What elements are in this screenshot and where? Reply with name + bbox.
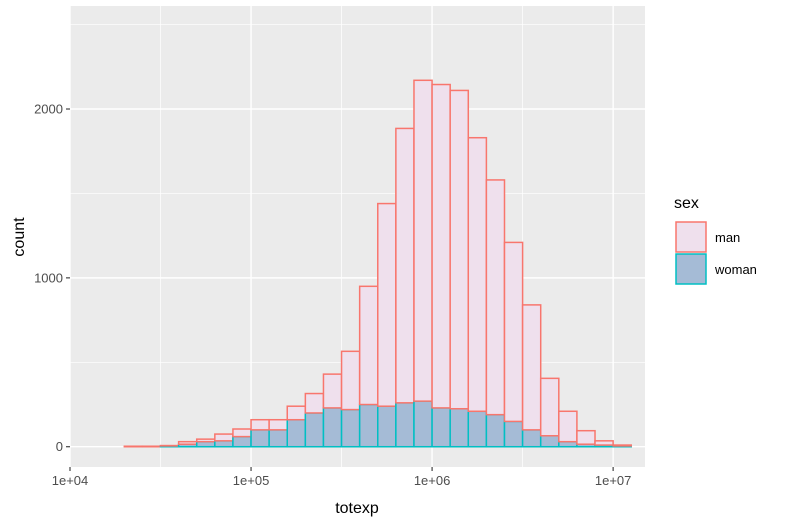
bar-man — [177, 440, 198, 445]
bar-woman — [485, 413, 506, 448]
y-axis: 0 1000 2000 — [34, 102, 70, 454]
bar-man — [431, 83, 451, 409]
bar-man — [539, 377, 560, 437]
x-tick-label: 1e+04 — [52, 473, 89, 488]
bar-woman — [340, 408, 361, 448]
legend-title: sex — [674, 195, 699, 212]
bar-man — [449, 89, 470, 410]
bar-woman — [250, 429, 270, 448]
legend-label-woman: woman — [714, 262, 757, 277]
bar-man — [123, 445, 144, 448]
y-axis-title: count — [11, 217, 28, 257]
bar-man — [521, 304, 542, 431]
bar-woman — [268, 429, 288, 448]
x-tick-label: 1e+06 — [414, 473, 451, 488]
bar-woman — [232, 435, 252, 448]
bar-man — [377, 202, 397, 407]
bar-man — [358, 285, 379, 406]
bar-man — [268, 418, 288, 431]
bar-woman — [286, 418, 307, 448]
bar-man — [286, 405, 307, 421]
bar-man — [232, 428, 252, 438]
bar-man — [503, 241, 524, 423]
legend-key-man — [675, 221, 707, 253]
bar-man — [340, 350, 361, 411]
bar-man — [214, 433, 234, 442]
bar-woman — [539, 435, 560, 448]
bar-man — [594, 440, 614, 446]
legend-key-woman — [675, 253, 707, 285]
bar-woman — [467, 410, 488, 448]
bar-woman — [377, 405, 397, 448]
bar-woman — [431, 407, 451, 448]
y-tick-label: 0 — [56, 439, 63, 454]
bar-man — [612, 444, 632, 447]
bar-woman — [322, 407, 343, 448]
bar-man — [395, 127, 415, 404]
bar-man — [467, 136, 488, 413]
x-tick-label: 1e+05 — [233, 473, 270, 488]
legend: sex man woman — [674, 195, 757, 285]
bar-woman — [521, 429, 542, 448]
bar-woman — [413, 400, 433, 448]
y-tick-label: 1000 — [34, 270, 63, 285]
bar-woman — [304, 412, 325, 448]
bar-woman — [395, 402, 415, 448]
bar-woman — [558, 440, 578, 448]
bar-man — [304, 392, 325, 414]
bar-woman — [195, 440, 216, 448]
bar-woman — [503, 420, 524, 448]
bar-man — [576, 429, 596, 445]
bar-man — [141, 445, 162, 448]
histogram-bars — [123, 79, 632, 448]
bar-man — [195, 438, 216, 443]
bar-man — [413, 79, 433, 402]
x-axis: 1e+04 1e+05 1e+06 1e+07 — [52, 467, 632, 488]
bar-woman — [214, 440, 234, 448]
bar-man — [250, 418, 270, 431]
x-tick-label: 1e+07 — [595, 473, 632, 488]
bar-woman — [358, 403, 379, 448]
bar-man — [322, 373, 343, 409]
x-axis-title: totexp — [335, 500, 379, 517]
legend-label-man: man — [715, 230, 740, 245]
bar-man — [485, 179, 506, 416]
bar-woman — [449, 407, 470, 448]
y-tick-label: 2000 — [34, 102, 63, 117]
bar-man — [558, 410, 578, 443]
